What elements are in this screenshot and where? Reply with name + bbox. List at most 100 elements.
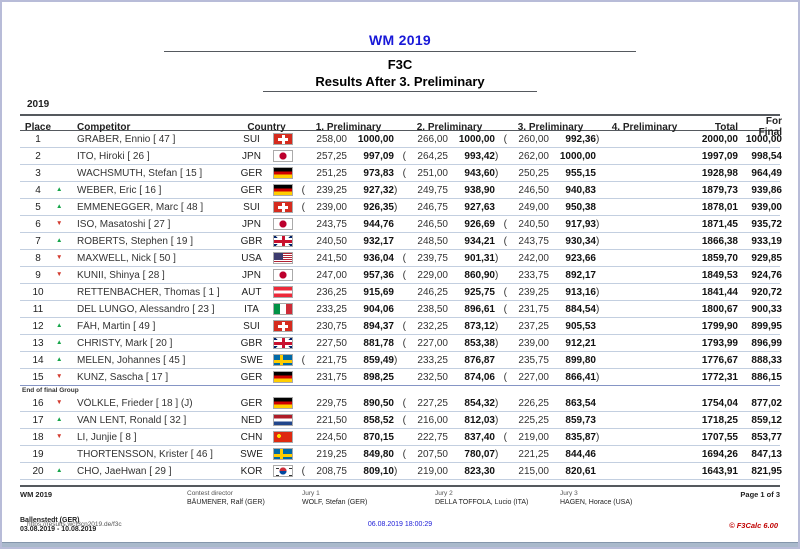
p3-points: 884,54: [565, 303, 596, 315]
p2-raw-score: 232,50: [417, 371, 448, 383]
p3-cell: 215,00 820,61: [500, 466, 601, 477]
p1-points: 858,52: [363, 414, 394, 426]
trend-icon: ▼: [56, 253, 63, 261]
p3-points: 905,53: [565, 320, 596, 332]
p3-points: 912,21: [565, 337, 596, 349]
page-number: Page 1 of 3: [740, 490, 780, 499]
table-row: 14 ▲ MELEN, Johannes [ 45 ] SWE ( 221,75…: [20, 352, 782, 369]
place-number: 5: [35, 201, 41, 213]
country-flag: [273, 448, 293, 460]
group-break-label: End of final Group: [22, 387, 79, 394]
p3-close-paren: ): [596, 286, 600, 298]
p3-raw-score: 260,00: [518, 133, 549, 145]
country-flag: [273, 354, 293, 366]
total-score: 1772,31: [701, 371, 738, 383]
country-flag: [273, 286, 293, 298]
p3-points: 930,34: [565, 235, 596, 247]
jury3-label: Jury 3: [560, 490, 578, 497]
title-block: WM 2019 F3C Results After 3. Preliminary: [2, 2, 798, 92]
p2-raw-score: 264,25: [417, 150, 448, 162]
p1-points: 898,25: [363, 371, 394, 383]
country-code: GER: [240, 397, 263, 409]
trend-icon: ▲: [56, 321, 63, 329]
total-score: 1800,67: [701, 303, 738, 315]
p2-cell: ( 227,00 853,38 ): [399, 338, 500, 349]
p3-raw-score: 243,75: [518, 235, 549, 247]
p3-cell: 233,75 892,17: [500, 270, 601, 281]
trend-icon: ▲: [56, 338, 63, 346]
p1-raw-score: 208,75: [316, 465, 347, 477]
p2-close-paren: ): [495, 269, 499, 281]
country-code: CHN: [240, 431, 263, 443]
p1-raw-score: 224,50: [316, 431, 347, 443]
competitor-name: RETTENBACHER, Thomas [ 1 ]: [77, 286, 220, 298]
country-flag: [273, 431, 293, 443]
year-label: 2019: [27, 99, 50, 110]
p1-cell: 240,50 932,17: [298, 236, 399, 247]
header-preliminary-4: 4. Preliminary: [611, 121, 678, 133]
total-score: 1643,91: [701, 465, 738, 477]
p3-points: 844,46: [565, 448, 596, 460]
country-flag: [273, 252, 293, 264]
p2-cell: 222,75 837,40: [399, 432, 500, 443]
p3-points: 940,83: [565, 184, 596, 196]
p1-points: 1000,00: [357, 133, 394, 145]
total-score: 1879,73: [701, 184, 738, 196]
p3-raw-score: 240,50: [518, 218, 549, 230]
country-flag: [273, 133, 293, 145]
total-score: 1859,70: [701, 252, 738, 264]
place-number: 10: [32, 286, 44, 298]
p3-raw-score: 262,00: [518, 150, 549, 162]
p3-points: 899,80: [565, 354, 596, 366]
p1-open-paren: (: [301, 465, 305, 477]
country-code: GBR: [240, 337, 263, 349]
footer-officials: WM 2019 Contest director BÄUMENER, Ralf …: [20, 490, 780, 508]
p1-cell: ( 239,25 927,32 ): [298, 185, 399, 196]
competitor-name: THORTENSSON, Krister [ 46 ]: [77, 448, 213, 460]
country-flag: [273, 218, 293, 230]
place-number: 6: [35, 218, 41, 230]
place-number: 4: [35, 184, 41, 196]
p2-cell: ( 227,25 854,32 ): [399, 398, 500, 409]
p3-cell: 250,25 955,15: [500, 168, 601, 179]
p2-cell: 233,25 876,87: [399, 355, 500, 366]
table-row: 9 ▼ KUNII, Shinya [ 28 ] JPN 247,00 957,…: [20, 267, 782, 284]
competitor-name: ROBERTS, Stephen [ 19 ]: [77, 235, 193, 247]
p2-points: 926,69: [464, 218, 495, 230]
p2-raw-score: 232,25: [417, 320, 448, 332]
table-row: 11 DEL LUNGO, Alessandro [ 23 ] ITA 233,…: [20, 301, 782, 318]
table-row: 12 ▲ FÄH, Martin [ 49 ] SUI 230,75 894,3…: [20, 318, 782, 335]
p3-raw-score: 237,25: [518, 320, 549, 332]
country-code: AUT: [241, 286, 262, 298]
results-table: Place Competitor Country 1. Preliminary …: [20, 114, 782, 480]
jury2-label: Jury 2: [435, 490, 453, 497]
table-row: 6 ▼ ISO, Masatoshi [ 27 ] JPN 243,75 944…: [20, 216, 782, 233]
jury1-block: Jury 1 WOLF, Stefan (GER): [302, 490, 435, 508]
competitor-name: ISO, Masatoshi [ 27 ]: [77, 218, 171, 230]
country-code: SUI: [243, 320, 260, 332]
country-flag: [273, 397, 293, 409]
p2-cell: ( 207,50 780,07 ): [399, 449, 500, 460]
results-url: https://results.wcf3cn2019.de/f3c: [27, 521, 122, 528]
total-score: 1718,25: [701, 414, 738, 426]
p3-raw-score: 242,00: [518, 252, 549, 264]
p2-cell: ( 251,00 943,60 ): [399, 168, 500, 179]
total-score: 1776,67: [701, 354, 738, 366]
contest-director-name: BÄUMENER, Ralf (GER): [187, 499, 265, 507]
p1-raw-score: 258,00: [316, 133, 347, 145]
p2-points: 938,90: [464, 184, 495, 196]
table-row: 18 ▼ LI, Junjie [ 8 ] CHN 224,50 870,15 …: [20, 429, 782, 446]
p1-open-paren: (: [301, 184, 305, 196]
p3-raw-score: 226,25: [518, 397, 549, 409]
p2-open-paren: (: [402, 167, 406, 179]
jury2-block: Jury 2 DELLA TOFFOLA, Lucio (ITA): [435, 490, 560, 508]
print-timestamp: 06.08.2019 18:00:29: [367, 521, 433, 528]
trend-icon: ▲: [56, 466, 63, 474]
p2-points: 896,61: [464, 303, 495, 315]
table-row: 8 ▼ MAXWELL, Nick [ 50 ] USA 241,50 936,…: [20, 250, 782, 267]
p1-raw-score: 230,75: [316, 320, 347, 332]
competitor-name: DEL LUNGO, Alessandro [ 23 ]: [77, 303, 215, 315]
p2-points: 876,87: [464, 354, 495, 366]
total-score: 1849,53: [701, 269, 738, 281]
p2-raw-score: 222,75: [417, 431, 448, 443]
